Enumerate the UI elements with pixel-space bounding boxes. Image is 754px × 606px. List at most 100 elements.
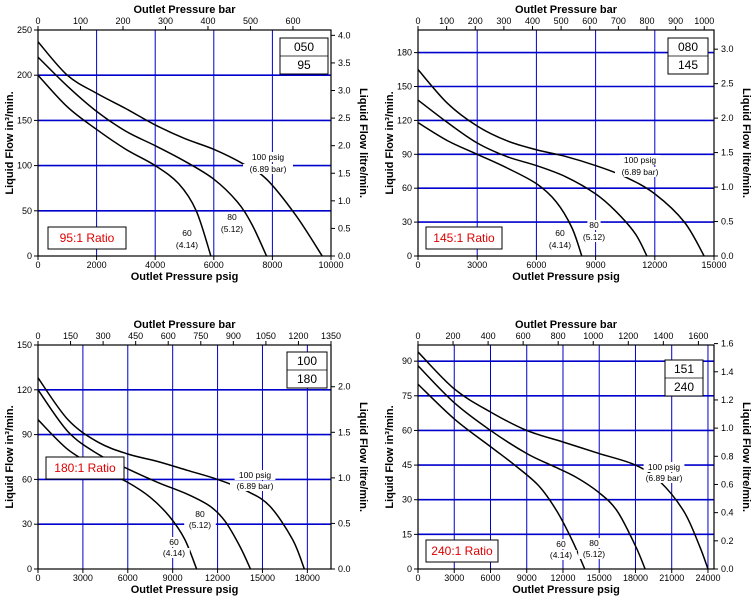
x-tick-label: 0 [415,260,420,270]
x2-axis-title: Outlet Pressure bar [515,319,618,331]
series-line-2 [417,365,646,570]
x2-tick-label: 150 [63,331,78,341]
annotation-bg [167,537,181,547]
ratio-box [47,226,127,250]
y-tick-label: 150 [17,115,32,125]
curve-annotation: (4.14) [176,240,198,250]
x-axis-title: Outlet Pressure psig [512,584,620,596]
y-tick-label: 100 [17,161,32,171]
series-line-2 [37,56,268,257]
x-tick-label: 6000 [526,260,546,270]
x2-tick-label: 0 [35,16,40,26]
y2-axis-title: Liquid Flow litre/min. [740,88,752,198]
x2-tick-label: 1600 [688,331,708,341]
model-ratio-number: 145 [678,58,698,72]
annotation-bg [639,473,689,483]
series-line-3 [417,383,586,570]
x2-tick-label: 0 [415,331,420,341]
model-number: 080 [678,40,698,54]
model-number: 100 [297,354,317,368]
curve-annotation: 60 [182,228,192,238]
x2-tick-label: 300 [158,16,173,26]
x2-tick-label: 500 [554,16,569,26]
x-tick-label: 9000 [586,260,606,270]
curve-annotation: 80 [589,220,599,230]
plot-frame [37,344,332,570]
annotation-bg [180,228,194,238]
y-tick-label: 15 [402,529,412,539]
x-tick-label: 10000 [318,260,343,270]
y-axis-title: Liquid Flow in³/min. [4,91,16,194]
y-tick-label: 30 [402,495,412,505]
annotation-bg [230,481,280,491]
x2-tick-label: 1200 [618,331,638,341]
ratio-label: 180:1 Ratio [54,461,116,475]
x2-tick-label: 200 [468,16,483,26]
annotation-bg [615,167,665,177]
y-tick-label: 150 [17,340,32,350]
x2-tick-label: 100 [73,16,88,26]
y-tick-label: 120 [17,385,32,395]
x2-tick-label: 1050 [256,331,276,341]
annotation-bg [158,548,190,558]
x2-tick-label: 800 [639,16,654,26]
annotation-bg [216,224,248,234]
y-tick-label: 0 [27,564,32,574]
y-tick-label: 180 [397,48,412,58]
plot-frame [417,29,715,257]
y2-axis-title: Liquid Flow litre/min. [740,402,752,512]
y-tick-label: 60 [22,474,32,484]
ratio-box [425,539,499,563]
y-tick-label: 250 [17,25,32,35]
annotation-bg [234,470,276,480]
annotation-bg [545,550,577,560]
y-tick-label: 150 [397,82,412,92]
model-ratio-number: 180 [297,372,317,386]
y2-tick-label: 0.5 [721,217,734,227]
x2-tick-label: 600 [516,331,531,341]
x2-tick-label: 1000 [694,16,714,26]
x-tick-label: 18000 [623,573,648,583]
curve-annotation: 100 psig [648,462,680,472]
y2-tick-label: 1.6 [721,339,734,349]
annotation-bg [171,240,203,250]
y2-tick-label: 0.5 [338,518,351,528]
annotation-bg [587,220,601,230]
series-line-1 [37,41,323,257]
x-tick-label: 9000 [163,573,183,583]
y2-tick-label: 1.2 [721,395,734,405]
annotation-bg [578,549,610,559]
x-tick-label: 12000 [642,260,667,270]
ratio-label: 145:1 Ratio [433,231,495,245]
ratio-box [45,456,125,480]
y-tick-label: 120 [397,115,412,125]
curve-annotation: (4.14) [163,548,185,558]
curve-annotation: (5.12) [221,224,243,234]
x2-tick-label: 200 [115,16,130,26]
x2-tick-label: 1400 [653,331,673,341]
series-line-2 [417,99,648,257]
x2-tick-label: 600 [161,331,176,341]
y-tick-label: 45 [402,460,412,470]
y2-tick-label: 2.0 [721,113,734,123]
y2-tick-label: 1.0 [721,182,734,192]
x-axis-title: Outlet Pressure psig [512,271,620,283]
curve-annotation: (4.14) [550,550,572,560]
curve-annotation: (6.89 bar) [622,167,659,177]
curve-annotation: (5.12) [583,549,605,559]
annotation-bg [554,539,568,549]
y2-tick-label: 0.8 [721,451,734,461]
x2-axis-title: Outlet Pressure bar [133,4,236,16]
annotation-bg [184,520,216,530]
x2-tick-label: 300 [496,16,511,26]
x-tick-label: 18000 [295,573,320,583]
x2-tick-label: 700 [611,16,626,26]
ratio-label: 95:1 Ratio [60,231,115,245]
x-tick-label: 8000 [262,260,282,270]
x-tick-label: 3000 [444,573,464,583]
curve-annotation: (6.89 bar) [250,164,287,174]
y-tick-label: 200 [17,70,32,80]
y2-tick-label: 0.0 [338,564,351,574]
